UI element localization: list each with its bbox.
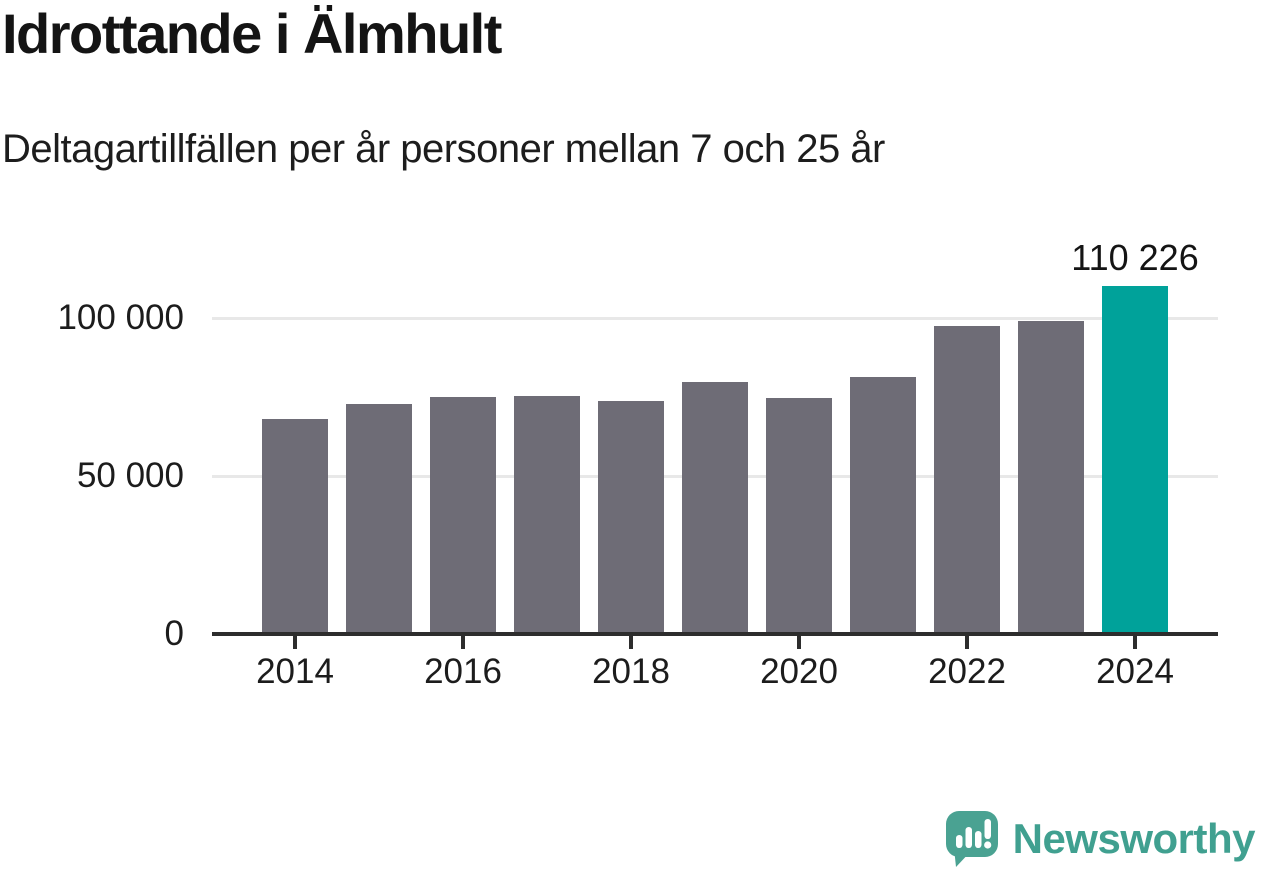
x-axis-tick (965, 636, 969, 649)
x-axis-tick-label: 2020 (760, 652, 838, 691)
chart-subtitle: Deltagartillfällen per år personer mella… (2, 127, 885, 171)
x-axis-tick-label: 2014 (256, 652, 334, 691)
x-axis-tick (629, 636, 633, 649)
gridline-100000 (212, 317, 1218, 320)
chart-title: Idrottande i Älmhult (2, 2, 502, 65)
x-axis-tick-label: 2022 (928, 652, 1006, 691)
x-axis-tick (797, 636, 801, 649)
bar-2015 (346, 404, 412, 634)
x-axis-tick (461, 636, 465, 649)
bar-2019 (682, 382, 748, 634)
bar-2016 (430, 397, 496, 634)
newsworthy-branding: Newsworthy (945, 810, 1256, 868)
x-axis-tick-label: 2018 (592, 652, 670, 691)
bar-2021 (850, 377, 916, 634)
y-axis-tick-label: 0 (164, 614, 184, 653)
y-axis-tick-label: 100 000 (57, 298, 184, 337)
x-axis-tick (1133, 636, 1137, 649)
bar-2020 (766, 398, 832, 634)
x-axis-line (212, 632, 1218, 636)
bar-2014 (262, 419, 328, 634)
newsworthy-wordmark: Newsworthy (1012, 815, 1256, 862)
x-axis-tick-label: 2024 (1096, 652, 1174, 691)
value-label: 110 226 (1071, 237, 1199, 278)
bar-2017 (514, 396, 580, 634)
bar-2022 (934, 326, 1000, 634)
newsworthy-logo-icon (945, 811, 998, 867)
bar-2023 (1018, 321, 1084, 634)
x-axis-tick-label: 2016 (424, 652, 502, 691)
bar-2024 (1102, 286, 1168, 634)
x-axis-tick (293, 636, 297, 649)
y-axis-tick-label: 50 000 (76, 456, 184, 495)
bar-2018 (598, 401, 664, 634)
